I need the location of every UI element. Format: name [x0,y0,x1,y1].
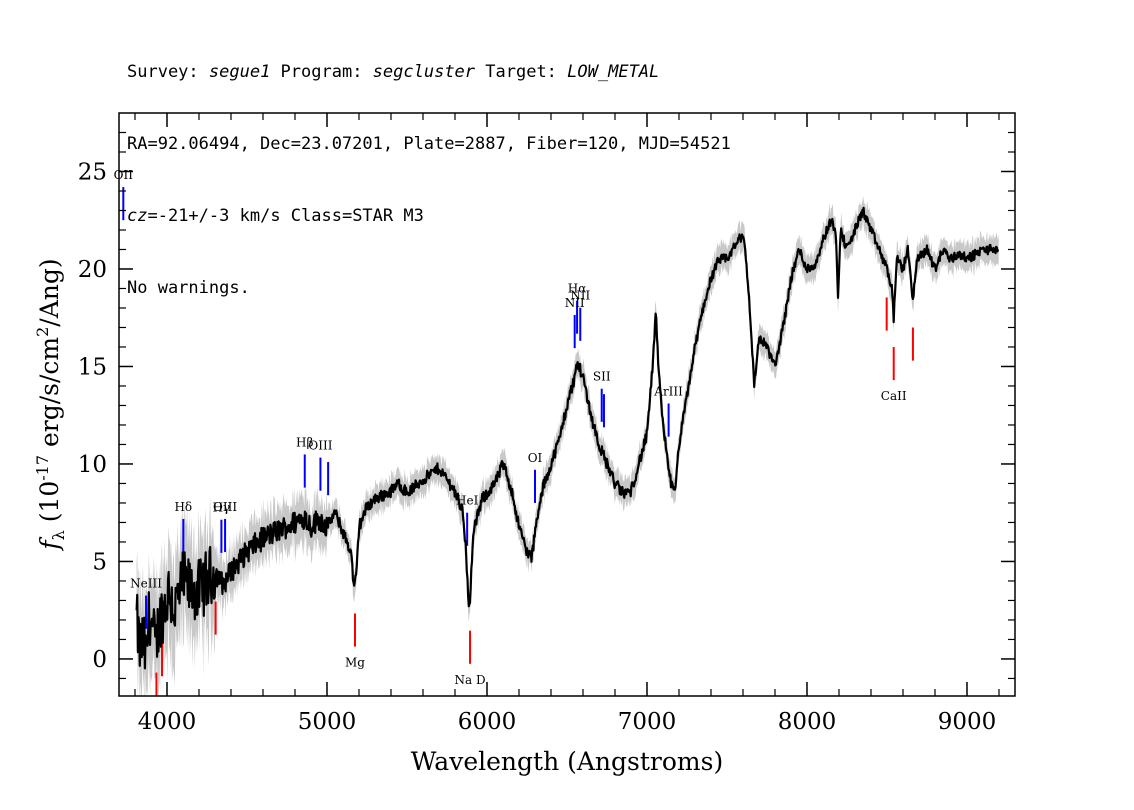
x-tick-label: 5000 [298,709,357,735]
x-tick-label: 7000 [618,709,677,735]
y-tick-label: 10 [78,452,107,478]
x-tick-label: 8000 [778,709,837,735]
y-tick-label: 0 [92,647,107,673]
header-line-coords: RA=92.06494, Dec=23.07201, Plate=2887, F… [127,134,731,154]
emission-line-label: Hδ [174,500,192,514]
header-line-survey: Survey: segue1 Program: segcluster Targe… [127,60,731,84]
plot-frame [118,112,1016,697]
emission-line-label: NeIII [130,577,162,591]
x-tick-label: 9000 [938,709,997,735]
emission-line-label: OIII [308,439,332,453]
class-text: km/s Class=STAR M3 [229,206,424,226]
y-tick-label: 5 [92,549,107,575]
cz-value: =-21+/-3 [147,206,230,226]
axis-ticks: 4000 5000 6000 7000 8000 9000 0 5 10 15 20 25 [78,113,1015,735]
spectral-line-markers [122,187,914,696]
y-tick-label: 15 [78,354,107,380]
absorption-line-label: Mg [345,656,365,670]
emission-line-label: NII [570,289,590,303]
flux-line [135,206,1000,670]
x-tick-label: 6000 [458,709,517,735]
flux-layer [135,206,1000,670]
emission-line-label: OII [114,168,134,182]
error-band-layer [136,195,999,696]
absorption-line-label: CaII [881,389,907,403]
survey-value: segue1 [208,62,271,82]
emission-line-label: HeI [456,494,479,508]
program-label: Program: [270,62,373,82]
emission-line-label: ArIII [653,385,683,399]
emission-line-label: OI [528,451,543,465]
survey-label: Survey: [127,62,209,82]
emission-line-label: Hγ [213,501,231,515]
absorption-line-label: Na D [454,673,485,687]
target-value: LOW_METAL [567,62,660,82]
error-band [136,195,999,696]
emission-line-label: Hβ [296,435,313,449]
cz-label: cz [127,206,148,226]
x-tick-label: 4000 [138,709,197,735]
emission-line-label: OIII [213,500,237,514]
y-axis-title: fλ (10-17 erg/s/cm2/Ang) [33,258,68,551]
header-line-redshift: cz=-21+/-3 km/s Class=STAR M3 [127,204,731,228]
emission-line-label: SII [593,370,611,384]
emission-line-label: NII [565,296,585,310]
spectrum-header: Survey: segue1 Program: segcluster Targe… [127,12,731,324]
header-line-warnings: No warnings. [127,278,250,298]
y-tick-label: 20 [78,257,107,283]
target-label: Target: [475,62,568,82]
program-value: segcluster [372,62,476,82]
emission-line-label: Hα [568,282,587,296]
x-axis-title: Wavelength (Angstroms) [411,747,723,776]
y-tick-label: 25 [78,159,107,185]
